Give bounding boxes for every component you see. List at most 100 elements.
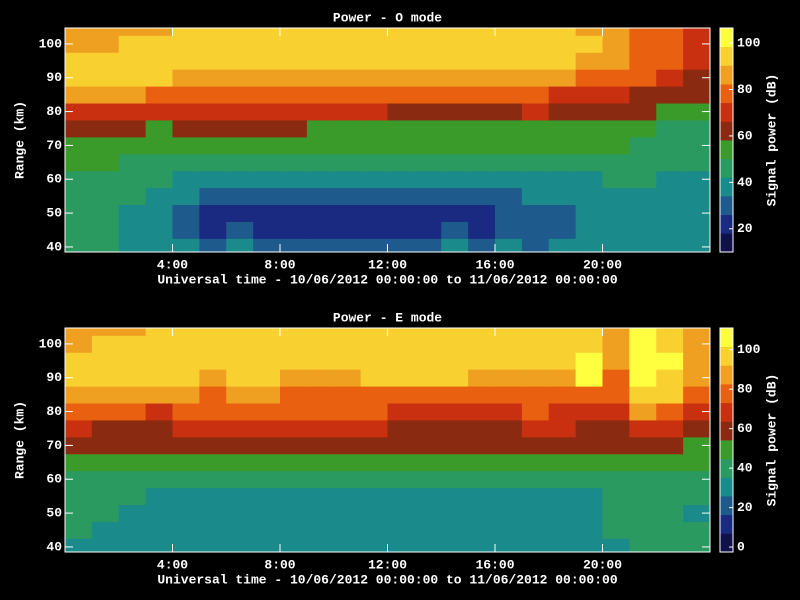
heat-cell (414, 120, 442, 138)
heat-cell (360, 69, 388, 87)
heat-cell (118, 28, 147, 36)
heat-cell (280, 369, 308, 387)
heat-cell (145, 328, 173, 336)
heat-cell (226, 352, 254, 370)
heat-cell (360, 120, 388, 138)
heat-cell (468, 153, 496, 172)
heat-cell (656, 453, 684, 472)
heat-cell (441, 28, 469, 36)
heat-cell (387, 204, 415, 222)
heat-cell (199, 369, 227, 387)
heat-cell (226, 28, 254, 36)
heat-cell (683, 335, 710, 353)
heat-cell (333, 28, 362, 36)
heat-cell (629, 153, 657, 172)
heat-cell (226, 403, 254, 421)
heat-cell (656, 35, 684, 53)
heat-cell (118, 328, 147, 336)
heat-cell (468, 538, 496, 552)
heat-cell (306, 204, 335, 222)
heat-cell (253, 120, 281, 138)
heat-cell (575, 521, 603, 539)
heat-cell (333, 238, 362, 252)
heat-cell (414, 187, 442, 206)
heat-cell (414, 403, 442, 421)
heat-cell (280, 204, 308, 222)
heat-cell (548, 103, 577, 121)
heat-cell (414, 153, 442, 172)
heat-cell (65, 470, 93, 489)
heat-cell (172, 120, 200, 138)
y-tick-label: 70 (46, 138, 62, 153)
heat-cell (145, 187, 173, 206)
heat-cell (172, 28, 200, 36)
heat-cell (253, 86, 281, 104)
heat-cell (387, 136, 415, 155)
heat-cell (280, 28, 308, 36)
heat-cell (575, 52, 603, 70)
heat-cell (441, 204, 469, 222)
heat-cell (548, 538, 577, 552)
heat-cell (280, 504, 308, 522)
y-tick-label: 60 (46, 472, 62, 487)
heat-cell (172, 69, 200, 87)
heat-cell (495, 86, 523, 104)
heat-cell (65, 204, 93, 222)
heat-cell (495, 521, 523, 539)
heat-cell (145, 538, 173, 552)
heat-cell (118, 86, 147, 104)
heat-cell (65, 120, 93, 138)
x-tick-label: 20:00 (583, 557, 622, 572)
heat-cell (145, 420, 173, 438)
heat-cell (468, 420, 496, 438)
heat-cell (495, 187, 523, 206)
heat-cell (118, 103, 147, 121)
heat-cell (91, 238, 120, 252)
heat-cell (521, 136, 550, 155)
heat-cell (91, 335, 120, 353)
heat-cell (226, 436, 254, 455)
heat-cell (65, 52, 93, 70)
heat-cell (91, 436, 120, 455)
heat-cell (521, 120, 550, 138)
heat-cell (280, 52, 308, 70)
heat-cell (629, 521, 657, 539)
heat-cell (521, 386, 550, 404)
colorbar-segment (720, 328, 733, 348)
heat-cell (575, 504, 603, 522)
colorbar-segment (720, 158, 733, 178)
heat-cell (521, 204, 550, 222)
colorbar-label: Signal power (dB) (764, 374, 779, 507)
heat-cell (629, 221, 657, 239)
heat-cell (521, 28, 550, 36)
heat-cell (333, 487, 362, 506)
heat-cell (306, 538, 335, 552)
colorbar-segment (720, 421, 733, 441)
heat-cell (629, 238, 657, 252)
heat-cell (306, 436, 335, 455)
heat-cell (145, 52, 173, 70)
heat-cell (629, 52, 657, 70)
heat-cell (253, 170, 281, 189)
heat-cell (656, 504, 684, 522)
heat-cell (226, 120, 254, 138)
heat-cell (602, 386, 630, 404)
heat-cell (253, 470, 281, 489)
heat-cell (468, 504, 496, 522)
heat-cell (683, 386, 710, 404)
heat-cell (306, 352, 335, 370)
heat-cell (145, 403, 173, 421)
heat-cell (656, 403, 684, 421)
heat-cell (602, 238, 630, 252)
heat-cell (548, 35, 577, 53)
heat-cell (414, 470, 442, 489)
heat-cell (226, 487, 254, 506)
colorbar-tick-label: 80 (737, 382, 753, 397)
heat-cell (145, 487, 173, 506)
heat-cell (91, 52, 120, 70)
heat-cell (495, 487, 523, 506)
colorbar-tick-label: 0 (737, 540, 745, 555)
heat-cell (602, 352, 630, 370)
heat-cell (253, 436, 281, 455)
heat-cell (280, 238, 308, 252)
